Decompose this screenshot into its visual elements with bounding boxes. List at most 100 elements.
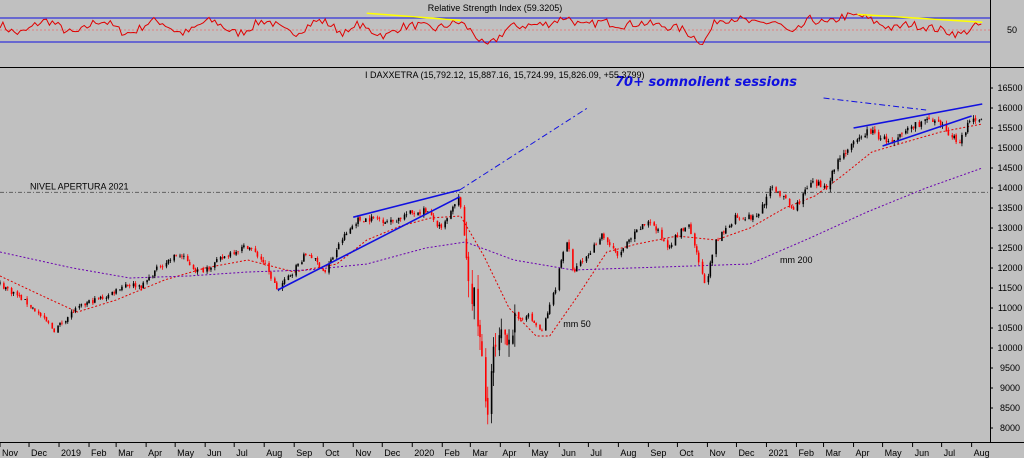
candle-body (215, 259, 218, 263)
candle-body (785, 195, 787, 199)
candle-body (161, 266, 164, 268)
candle-body (761, 204, 764, 214)
candle-body (918, 121, 921, 127)
x-tick-label: Sep (296, 448, 312, 458)
candle-body (697, 252, 700, 263)
candle-body (788, 198, 791, 206)
candle-body (208, 268, 210, 270)
candle-body (61, 322, 63, 324)
ma-label: mm 50 (563, 319, 591, 329)
candle-body (57, 325, 59, 333)
candle-body (912, 126, 915, 128)
candle-body (473, 287, 475, 307)
candle-body (845, 153, 847, 155)
candle-body (883, 136, 886, 140)
y-tick-label: 11000 (998, 303, 1022, 313)
ma-line-mm-50 (0, 123, 983, 337)
candle-body (316, 258, 319, 263)
candle-body (78, 305, 81, 308)
candle-body (736, 215, 739, 218)
y-tick-label: 16500 (997, 83, 1022, 93)
candle-body (148, 277, 150, 281)
candle-body (403, 214, 406, 220)
candle-body (92, 300, 94, 304)
candle-body (359, 216, 361, 221)
candle-body (264, 262, 266, 264)
candle-body (546, 313, 549, 319)
candle-body (566, 242, 568, 252)
candle-body (614, 248, 617, 252)
candle-body (399, 217, 402, 219)
candle-body (66, 317, 69, 322)
candle-body (490, 371, 493, 414)
candle-body (34, 308, 36, 312)
candle-body (235, 251, 237, 255)
candle-body (779, 191, 781, 197)
candle-body (914, 122, 917, 129)
candle-body (254, 248, 257, 252)
x-tick-label: 2020 (414, 448, 434, 458)
candle-body (728, 226, 731, 228)
candle-body (459, 197, 462, 208)
x-tick-label: Apr (502, 448, 516, 458)
candle-body (688, 224, 690, 227)
candle-body (457, 196, 460, 206)
candle-body (860, 136, 863, 138)
candle-body (500, 329, 503, 339)
x-tick-label: Jul (236, 448, 248, 458)
candle-body (370, 216, 373, 221)
candle-body (384, 222, 386, 224)
candle-body (504, 329, 506, 335)
candle-body (397, 217, 400, 221)
candle-body (186, 256, 189, 262)
candle-body (175, 255, 177, 257)
candle-body (668, 246, 671, 248)
candle-body (966, 122, 969, 133)
candle-body (419, 211, 421, 215)
candle-body (690, 224, 692, 234)
candle-body (626, 241, 628, 248)
candle-body (554, 289, 557, 294)
candle-body (783, 196, 785, 197)
candle-body (494, 344, 497, 347)
candle-body (159, 266, 162, 268)
candle-body (541, 329, 543, 331)
candle-body (138, 285, 141, 287)
candle-body (980, 119, 983, 121)
candle-body (968, 121, 971, 122)
candle-body (870, 129, 872, 134)
candle-body (454, 204, 456, 207)
candle-body (649, 222, 652, 224)
candle-body (256, 251, 259, 257)
candle-body (575, 266, 578, 272)
candle-body (202, 268, 205, 273)
rsi-trendline (366, 12, 461, 22)
y-tick-label: 15000 (997, 143, 1022, 153)
candle-body (506, 335, 508, 345)
candle-body (804, 189, 806, 194)
candle-body (382, 219, 385, 223)
candle-body (330, 259, 332, 263)
candle-body (16, 291, 19, 296)
candle-body (107, 294, 110, 298)
candle-body (585, 256, 588, 262)
candle-body (86, 302, 88, 305)
candle-body (823, 185, 826, 188)
y-tick-label: 8000 (1000, 423, 1020, 433)
candle-body (953, 135, 955, 139)
candle-body (589, 253, 592, 255)
price-trendline (353, 189, 460, 218)
candle-body (711, 254, 714, 264)
candle-body (392, 220, 394, 222)
candle-body (951, 135, 954, 138)
candle-body (815, 180, 818, 187)
candle-body (450, 211, 452, 219)
candle-body (241, 246, 243, 252)
candle-body (94, 298, 96, 303)
candle-body (647, 221, 650, 226)
candle-body (395, 221, 398, 223)
candle-body (606, 237, 609, 243)
candle-body (432, 215, 435, 220)
candle-body (390, 219, 392, 223)
candle-body (5, 287, 7, 290)
